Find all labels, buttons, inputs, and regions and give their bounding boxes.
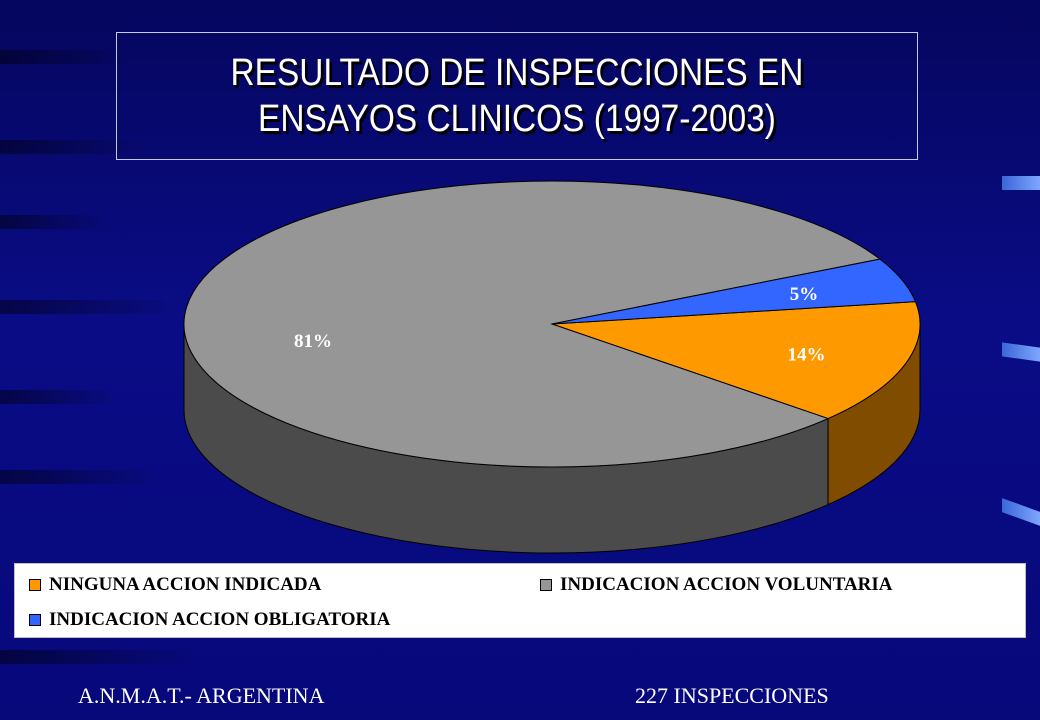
slice-voluntaria xyxy=(183,180,882,468)
legend-item-ninguna: NINGUNA ACCION INDICADA xyxy=(29,574,321,596)
background-stripe xyxy=(0,470,160,484)
slice-ninguna xyxy=(551,301,921,420)
legend-item-voluntaria: INDICACION ACCION VOLUNTARIA xyxy=(540,574,893,596)
background-stripe xyxy=(0,300,180,314)
slice-obligatoria xyxy=(551,258,917,325)
background-stripe xyxy=(0,390,120,404)
background-stripe xyxy=(0,50,130,64)
data-label-obligatoria: 5% xyxy=(790,284,819,305)
background-stripe xyxy=(0,650,200,664)
legend-item-obligatoria: INDICACION ACCION OBLIGATORIA xyxy=(29,609,390,631)
legend-label: INDICACION ACCION VOLUNTARIA xyxy=(560,574,893,595)
footer-count: 227 INSPECCIONES xyxy=(635,683,829,708)
title-box: RESULTADO DE INSPECCIONES EN ENSAYOS CLI… xyxy=(116,32,918,160)
legend-label: INDICACION ACCION OBLIGATORIA xyxy=(49,609,391,630)
background-stripe xyxy=(0,215,110,229)
legend-swatch xyxy=(29,614,41,626)
legend: NINGUNA ACCION INDICADA INDICACION ACCIO… xyxy=(14,563,1026,638)
background-stripe xyxy=(0,140,150,154)
footer-agency: A.N.M.A.T.- ARGENTINA xyxy=(78,683,325,708)
legend-swatch xyxy=(540,579,552,591)
data-label-voluntaria: 81% xyxy=(294,331,332,352)
data-label-ninguna: 14% xyxy=(787,345,825,366)
side-accent-mark xyxy=(1002,176,1040,190)
legend-label: NINGUNA ACCION INDICADA xyxy=(49,574,322,595)
chart-title: RESULTADO DE INSPECCIONES EN ENSAYOS CLI… xyxy=(230,52,804,140)
legend-swatch xyxy=(29,579,41,591)
